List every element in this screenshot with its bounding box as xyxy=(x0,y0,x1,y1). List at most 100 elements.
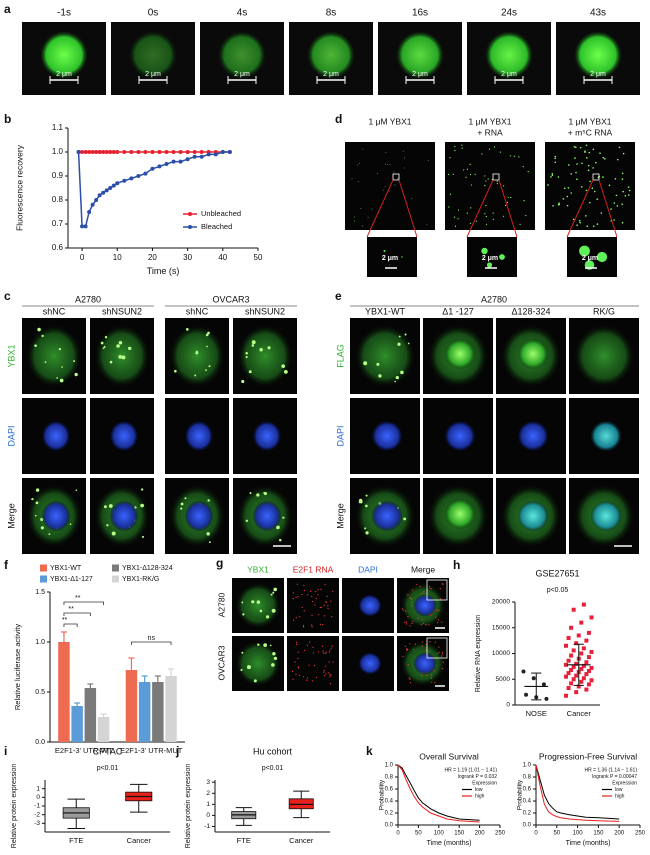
nucleus xyxy=(590,420,622,452)
annotation: Expression xyxy=(612,780,637,786)
droplet xyxy=(550,176,552,178)
granule xyxy=(206,345,208,348)
droplet xyxy=(40,31,88,79)
rna-dot xyxy=(297,595,299,598)
granule xyxy=(116,344,120,348)
rna-dot xyxy=(330,647,332,649)
rna-dot xyxy=(331,616,333,618)
droplet xyxy=(466,212,468,214)
cytoplasm xyxy=(236,324,294,388)
roi xyxy=(592,173,600,181)
granule xyxy=(184,497,187,500)
row-label: Merge xyxy=(6,503,16,529)
droplet xyxy=(457,218,459,220)
point xyxy=(571,677,576,682)
droplet xyxy=(454,225,457,227)
x-axis-label: Time (s) xyxy=(147,266,180,276)
point xyxy=(579,679,584,684)
rna-dot xyxy=(430,674,432,676)
droplet xyxy=(492,218,494,220)
x-tick-label: 200 xyxy=(475,831,486,837)
y-tick-label: 0.0 xyxy=(35,739,45,746)
nucleus xyxy=(109,500,139,532)
rna-dot xyxy=(441,621,443,623)
droplet xyxy=(492,212,494,214)
granule xyxy=(205,369,207,372)
point xyxy=(129,150,134,154)
rna-dot xyxy=(295,641,298,643)
point xyxy=(171,150,176,154)
rna-dot xyxy=(303,610,305,612)
rna-dot xyxy=(329,674,331,676)
droplet xyxy=(564,187,566,190)
point xyxy=(101,150,106,154)
rna-dot xyxy=(330,674,332,676)
point xyxy=(199,154,204,159)
point xyxy=(227,150,232,154)
group-label: A2780 xyxy=(75,294,101,304)
droplet xyxy=(595,161,597,164)
point xyxy=(586,669,591,674)
legend-label: high xyxy=(615,793,625,799)
droplet xyxy=(613,219,615,221)
granule xyxy=(273,587,277,592)
rna-dot xyxy=(297,651,299,653)
rna-dot xyxy=(404,621,406,623)
y-tick-label: 1.5 xyxy=(35,589,45,596)
granule xyxy=(363,361,368,366)
granule xyxy=(251,600,255,604)
rna-dot xyxy=(295,596,297,599)
droplet xyxy=(622,152,625,155)
rna-dot xyxy=(301,606,303,609)
bar xyxy=(138,682,151,742)
droplet xyxy=(510,196,512,199)
time-label: 0s xyxy=(148,8,159,19)
point xyxy=(192,150,197,154)
granule xyxy=(118,355,123,359)
y-tick-label: 3 xyxy=(206,779,210,786)
granule xyxy=(265,615,270,619)
droplet xyxy=(447,173,450,176)
droplet xyxy=(596,223,599,225)
granule xyxy=(140,503,144,508)
droplet xyxy=(616,158,619,161)
granule xyxy=(106,524,109,527)
y-tick-label: 0.0 xyxy=(385,823,394,829)
droplet xyxy=(589,201,591,204)
point xyxy=(143,150,148,154)
y-tick-label: -1 xyxy=(34,803,40,810)
legend-swatch xyxy=(112,564,119,572)
time-label: 43s xyxy=(590,8,606,19)
droplet xyxy=(475,220,477,222)
x-tick-label: 150 xyxy=(454,831,465,837)
point xyxy=(589,665,594,670)
bar xyxy=(71,706,83,742)
legend-swatch xyxy=(40,575,47,583)
rna-dot xyxy=(320,606,323,608)
rna-dot xyxy=(422,622,425,624)
rna-dot xyxy=(295,643,298,645)
rna-dot xyxy=(436,609,438,611)
droplet xyxy=(574,146,577,149)
rna-dot xyxy=(409,625,411,627)
y-tick-label: 0.6 xyxy=(52,243,64,252)
droplet xyxy=(411,198,413,199)
nucleus xyxy=(517,420,549,452)
rna-dot xyxy=(404,645,406,647)
nucleus xyxy=(590,500,622,532)
droplet xyxy=(385,151,387,153)
point xyxy=(94,150,99,154)
rna-dot xyxy=(439,598,441,600)
point xyxy=(129,176,134,181)
legend-swatch xyxy=(188,225,192,229)
droplet xyxy=(592,148,595,151)
point xyxy=(584,638,589,643)
granule xyxy=(376,362,380,366)
row-label: FLAG xyxy=(335,344,345,368)
point xyxy=(564,643,568,648)
granule xyxy=(61,366,63,368)
rna-dot xyxy=(411,622,413,625)
cytoplasm xyxy=(168,324,226,388)
droplet xyxy=(570,192,573,194)
rna-dot xyxy=(311,614,313,617)
